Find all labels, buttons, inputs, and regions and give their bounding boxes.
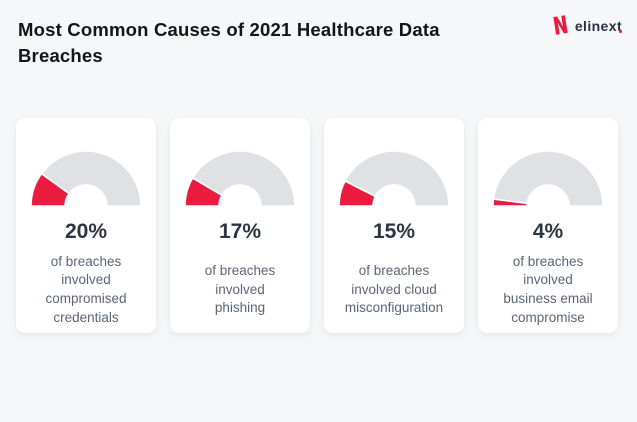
- stat-card-phishing: 17% of breaches involved phishing: [170, 118, 310, 333]
- stat-description-wrap: of breaches involved cloud misconfigurat…: [345, 248, 443, 332]
- gauge-chart: [184, 150, 296, 207]
- gauge-chart: [492, 150, 604, 207]
- brand-logo: elinext: [552, 13, 622, 37]
- header: Most Common Causes of 2021 Healthcare Da…: [0, 0, 637, 118]
- stat-value: 15%: [372, 220, 416, 243]
- stat-description-wrap: of breaches involved business email comp…: [503, 248, 592, 332]
- page-title: Most Common Causes of 2021 Healthcare Da…: [18, 19, 440, 66]
- brand-logo-text-tail: t: [616, 18, 622, 34]
- stat-card-compromised-credentials: 20% of breaches involved compromised cre…: [16, 118, 156, 333]
- stat-card-business-email-compromise: 4% of breaches involved business email c…: [478, 118, 618, 333]
- stat-cards-row: 20% of breaches involved compromised cre…: [16, 118, 618, 333]
- brand-logo-text: elinext: [575, 18, 622, 34]
- stat-card-cloud-misconfiguration: 15% of breaches involved cloud misconfig…: [324, 118, 464, 333]
- stat-value: 4%: [532, 220, 564, 243]
- elinext-n-icon: [553, 15, 568, 35]
- gauge-chart: [30, 150, 142, 207]
- stat-description: of breaches involved compromised credent…: [45, 253, 127, 325]
- stat-description: of breaches involved cloud misconfigurat…: [344, 263, 444, 316]
- stat-description: of breaches involved business email comp…: [503, 253, 593, 325]
- brand-logo-text-main: elinex: [574, 18, 617, 34]
- stat-value: 20%: [64, 220, 108, 243]
- stat-value: 17%: [218, 220, 262, 243]
- stat-description: of breaches involved phishing: [204, 263, 276, 316]
- stat-description-wrap: of breaches involved phishing: [205, 248, 276, 332]
- stat-description-wrap: of breaches involved compromised credent…: [45, 248, 126, 332]
- gauge-chart: [338, 150, 450, 207]
